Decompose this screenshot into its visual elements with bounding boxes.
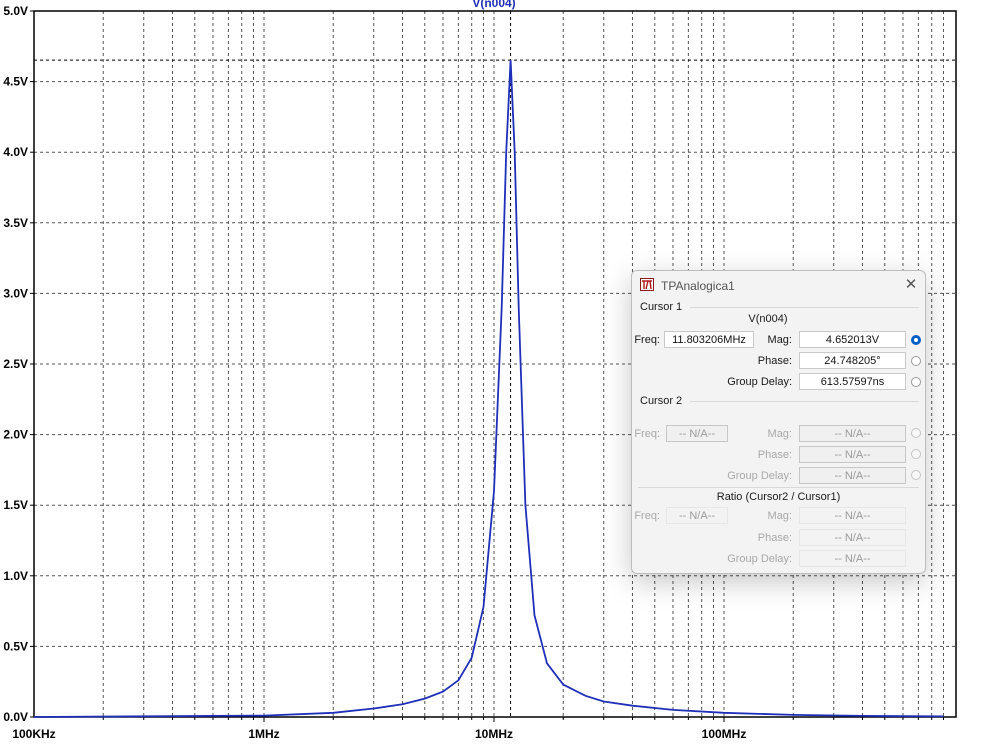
ratio-freq-label: Freq: [634, 510, 660, 522]
ratio-mag-field: -- N/A-- [799, 507, 906, 524]
cursor2-mag-radio [911, 428, 921, 438]
cursor1-mag-field[interactable]: 4.652013V [799, 331, 906, 348]
y-tick-label: 4.0V [3, 145, 28, 159]
y-tick-label: 1.5V [3, 498, 28, 512]
ratio-group-delay-field: -- N/A-- [799, 550, 906, 567]
y-tick-label: 2.0V [3, 428, 28, 442]
ratio-phase-field: -- N/A-- [799, 529, 906, 546]
cursor1-mag-label: Mag: [767, 334, 792, 346]
cursor2-phase-label: Phase: [757, 449, 792, 461]
cursor2-phase-radio [911, 449, 921, 459]
ratio-mag-label: Mag: [767, 510, 792, 522]
ratio-phase-label: Phase: [757, 532, 792, 544]
cursor1-freq-field[interactable]: 11.803206MHz [664, 331, 754, 348]
x-tick-label: 10MHz [475, 727, 513, 741]
cursor2-freq-label: Freq: [634, 428, 660, 440]
cursor1-divider [690, 307, 919, 308]
cursor1-group-delay-field[interactable]: 613.57597ns [799, 373, 906, 390]
cursor2-mag-field: -- N/A-- [799, 425, 906, 442]
ltspice-app-icon [640, 278, 654, 291]
cursor-1-crosshair[interactable] [34, 11, 956, 717]
ratio-group-delay-label: Group Delay: [727, 553, 792, 565]
cursor1-trace-name: V(n004) [748, 313, 788, 325]
ratio-section-label: Ratio (Cursor2 / Cursor1) [716, 491, 841, 503]
y-tick-label: 4.5V [3, 75, 28, 89]
cursor1-group-delay-radio[interactable] [911, 377, 921, 387]
cursor1-section-label: Cursor 1 [640, 301, 683, 313]
plot-grid [34, 11, 956, 717]
x-axis-ticks: 100KHz 1MHz 10MHz 100MHz [12, 717, 944, 741]
y-tick-label: 3.5V [3, 216, 28, 230]
cursor1-phase-radio[interactable] [911, 356, 921, 366]
cursor-dialog[interactable]: TPAnalogica1 ✕ Cursor 1 V(n004) Freq: 11… [631, 270, 926, 574]
cursor1-group-delay-label: Group Delay: [727, 376, 792, 388]
y-tick-label: 2.5V [3, 357, 28, 371]
close-icon[interactable]: ✕ [904, 276, 918, 293]
cursor2-group-delay-radio [911, 470, 921, 480]
x-tick-label: 1MHz [248, 727, 279, 741]
trace-label[interactable]: V(n004) [472, 0, 515, 10]
y-tick-label: 1.0V [3, 569, 28, 583]
cursor2-section-label: Cursor 2 [640, 395, 683, 407]
cursor1-mag-radio[interactable] [911, 335, 921, 345]
y-tick-label: 0.0V [3, 710, 28, 724]
cursor2-freq-field: -- N/A-- [666, 425, 728, 442]
cursor2-group-delay-field: -- N/A-- [799, 467, 906, 484]
cursor2-phase-field: -- N/A-- [799, 446, 906, 463]
dialog-titlebar[interactable]: TPAnalogica1 ✕ [632, 271, 925, 299]
cursor1-freq-label: Freq: [634, 334, 660, 346]
cursor1-phase-field[interactable]: 24.748205° [799, 352, 906, 369]
ratio-freq-field: -- N/A-- [666, 507, 728, 524]
y-tick-label: 5.0V [3, 4, 28, 18]
x-tick-label: 100MHz [702, 727, 747, 741]
cursor1-phase-label: Phase: [757, 355, 792, 367]
ratio-divider [638, 487, 919, 488]
cursor2-group-delay-label: Group Delay: [727, 470, 792, 482]
x-tick-label: 100KHz [12, 727, 55, 741]
dialog-title: TPAnalogica1 [661, 279, 735, 293]
y-axis-ticks: 0.0V 0.5V 1.0V 1.5V 2.0V 2.5V 3.0V 3.5V 4.0V 4.5V… [3, 4, 34, 724]
y-tick-label: 0.5V [3, 639, 28, 653]
trace-v-n004 [33, 60, 944, 718]
y-tick-label: 3.0V [3, 286, 28, 300]
cursor2-mag-label: Mag: [767, 428, 792, 440]
cursor2-divider [690, 401, 919, 402]
